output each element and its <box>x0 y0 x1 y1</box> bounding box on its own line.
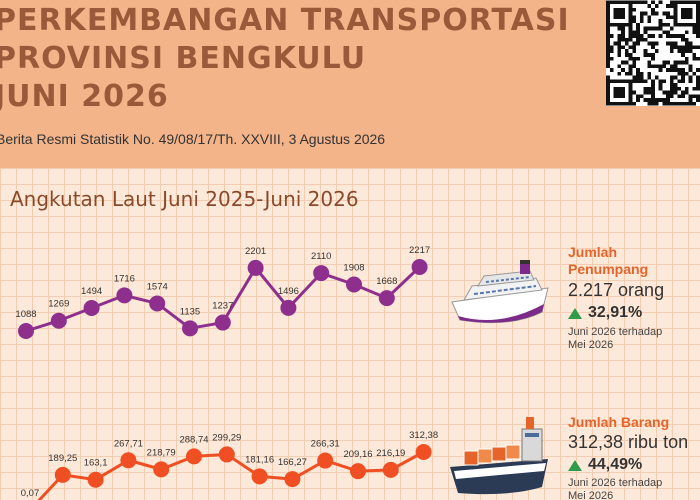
goods-point <box>284 471 301 488</box>
passenger-data-label: 1716 <box>114 273 135 284</box>
passenger-change-value: 32,91% <box>588 304 643 321</box>
passenger-note-line1: Juni 2026 terhadap <box>568 326 663 338</box>
goods-note-line1: Juni 2026 terhadap <box>568 477 663 489</box>
passenger-point <box>411 259 428 275</box>
passenger-data-label: 1088 <box>15 309 36 320</box>
passenger-label-line2: Penumpang <box>568 261 649 277</box>
goods-point <box>120 452 137 469</box>
passenger-point <box>313 265 330 282</box>
goods-data-label: 312,38 <box>409 430 438 441</box>
grid-background <box>0 168 700 500</box>
passenger-point <box>182 320 198 337</box>
goods-note-line2: Mei 2026 <box>568 490 614 500</box>
goods-point <box>317 452 334 469</box>
goods-data-label: 299,29 <box>212 432 241 443</box>
release-info: Berita Resmi Statistik No. 49/08/17/Th. … <box>0 131 386 147</box>
header-banner: PERKEMBANGAN TRANSPORTASI PROVINSI BENGK… <box>0 0 700 168</box>
goods-data-label: 166,27 <box>278 457 307 468</box>
passenger-stat-panel: Jumlah Penumpang 2.217 orang 32,91% Juni… <box>568 244 698 352</box>
passenger-point <box>116 287 133 304</box>
increase-arrow-icon <box>568 459 582 471</box>
goods-point <box>382 461 399 478</box>
goods-point <box>153 461 170 478</box>
passenger-data-label: 1496 <box>278 286 299 297</box>
goods-change: 44,49% <box>568 455 700 475</box>
goods-data-label: 218,79 <box>147 447 176 458</box>
goods-stat-panel: Jumlah Barang 312,38 ribu ton 44,49% Jun… <box>568 414 700 500</box>
passenger-data-label: 1494 <box>81 286 102 297</box>
goods-data-label: 181,16 <box>245 454 274 465</box>
goods-value: 312,38 ribu ton <box>568 432 689 452</box>
passenger-point <box>346 276 362 293</box>
goods-data-label: 216,19 <box>376 448 405 459</box>
passenger-note-line2: Mei 2026 <box>568 339 614 351</box>
passenger-data-label: 1668 <box>376 276 397 287</box>
passenger-series: 1088 1269 1494 1716 1574 1135 1237 2201 1496 2110… <box>15 245 430 339</box>
passenger-data-label: 1237 <box>212 301 233 312</box>
passenger-data-label: 2201 <box>245 246 266 257</box>
title-line-1: PERKEMBANGAN TRANSPORTASI <box>0 3 570 38</box>
goods-data-label: 209,16 <box>343 449 372 460</box>
title-line-2: PROVINSI BENGKULU <box>0 41 367 76</box>
goods-point <box>54 466 71 483</box>
passenger-label-line1: Jumlah <box>568 244 618 260</box>
passenger-point <box>149 295 166 312</box>
qr-code-icon[interactable] <box>606 0 700 106</box>
goods-point <box>350 463 366 480</box>
passenger-value: 2.217 orang <box>568 280 665 300</box>
goods-point <box>218 446 235 463</box>
title-line-3: JUNI 2026 <box>0 79 169 114</box>
goods-point <box>415 444 432 460</box>
page-title: PERKEMBANGAN TRANSPORTASI PROVINSI BENGK… <box>0 2 594 116</box>
passenger-data-label: 1574 <box>147 281 168 292</box>
passenger-point <box>50 312 67 329</box>
passenger-change: 32,91% <box>568 303 698 323</box>
passenger-point <box>214 314 231 331</box>
goods-data-label: 0,07 <box>21 488 40 499</box>
passenger-data-label: 1908 <box>343 263 364 274</box>
passenger-data-label: 1269 <box>48 299 69 310</box>
passenger-point <box>18 323 34 339</box>
passenger-data-label: 2217 <box>409 245 430 256</box>
passenger-ship-icon <box>451 260 549 324</box>
goods-point <box>87 471 104 488</box>
passenger-point <box>378 290 395 307</box>
passenger-point <box>280 299 297 316</box>
goods-point <box>251 468 268 485</box>
passenger-point <box>247 259 264 276</box>
goods-change-value: 44,49% <box>588 456 643 473</box>
goods-data-label: 267,71 <box>114 438 143 449</box>
section-title: Angkutan Laut Juni 2025-Juni 2026 <box>10 187 359 211</box>
passenger-data-label: 2110 <box>311 251 331 262</box>
cargo-ship-icon <box>450 417 548 495</box>
increase-arrow-icon <box>568 307 582 319</box>
goods-label: Jumlah Barang <box>568 414 670 430</box>
goods-data-label: 288,74 <box>179 434 208 445</box>
goods-data-label: 163,1 <box>84 458 108 469</box>
goods-data-label: 266,31 <box>311 439 340 450</box>
passenger-data-label: 1135 <box>180 306 200 317</box>
passenger-point <box>83 299 100 316</box>
goods-point <box>186 448 202 465</box>
goods-data-label: 189,25 <box>48 453 77 464</box>
